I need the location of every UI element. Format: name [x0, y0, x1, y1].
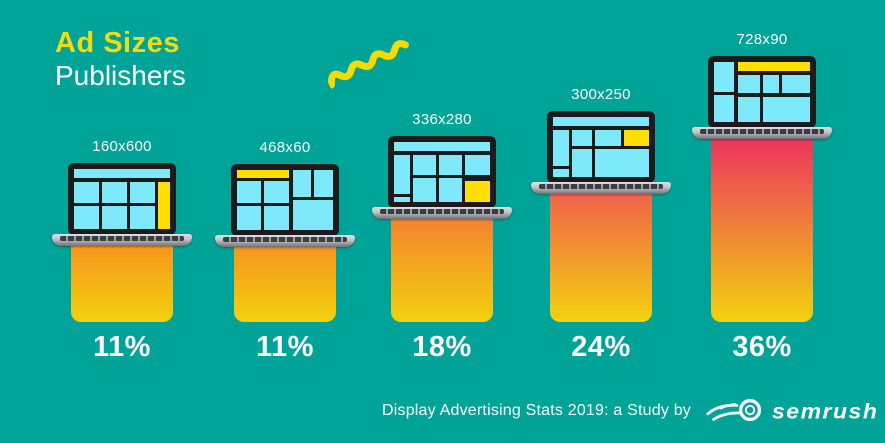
- laptop-screen: [231, 164, 339, 236]
- percent-label: 18%: [412, 331, 472, 363]
- laptop-icon: [52, 163, 192, 246]
- title-block: Ad Sizes Publishers: [55, 27, 186, 92]
- ad-slot-highlight: [158, 182, 170, 229]
- laptop-base: [372, 207, 512, 219]
- ad-size-column: 468x60 11%: [210, 139, 360, 363]
- percentage-bar: [711, 137, 813, 322]
- comet-icon: [706, 399, 762, 422]
- ad-slot-highlight: [465, 181, 490, 202]
- percentage-bar: [234, 245, 336, 322]
- percent-label: 11%: [93, 331, 151, 363]
- ad-slot-highlight: [624, 130, 649, 146]
- ad-size-column: 728x90 36%: [687, 31, 837, 363]
- ad-size-label: 468x60: [259, 139, 311, 156]
- laptop-icon: [692, 56, 832, 139]
- percent-label: 11%: [256, 331, 314, 363]
- laptop-screen: [708, 56, 816, 128]
- percentage-bar: [71, 244, 173, 322]
- laptop-icon: [215, 164, 355, 247]
- percent-label: 24%: [571, 331, 631, 363]
- footer-caption: Display Advertising Stats 2019: a Study …: [382, 402, 692, 419]
- ad-slot-highlight: [237, 170, 289, 178]
- page-title: Ad Sizes: [55, 27, 180, 59]
- percentage-bar: [391, 217, 493, 322]
- laptop-screen: [547, 111, 655, 183]
- ad-size-column: 336x280 18%: [367, 111, 517, 363]
- laptop-screen: [68, 163, 176, 235]
- brand-text: semrush: [772, 398, 879, 423]
- laptop-base: [531, 182, 671, 194]
- laptop-base: [52, 234, 192, 246]
- laptop-icon: [372, 136, 512, 219]
- ad-size-column: 300x250 24%: [526, 86, 676, 363]
- laptop-base: [215, 235, 355, 247]
- ad-size-label: 336x280: [412, 111, 472, 128]
- percentage-bar: [550, 192, 652, 322]
- laptop-icon: [531, 111, 671, 194]
- ad-size-column: 160x600 11%: [47, 138, 197, 363]
- footer: Display Advertising Stats 2019: a Study …: [382, 394, 878, 428]
- ad-slot-highlight: [738, 62, 810, 71]
- ad-size-label: 160x600: [92, 138, 152, 155]
- laptop-screen: [388, 136, 496, 208]
- percent-label: 36%: [732, 331, 792, 363]
- laptop-base: [692, 127, 832, 139]
- page-subtitle: Publishers: [55, 59, 186, 91]
- squiggle-decoration-icon: [327, 40, 409, 89]
- ad-size-label: 300x250: [571, 86, 631, 103]
- semrush-logo: semrush: [706, 394, 878, 428]
- ad-size-label: 728x90: [736, 31, 788, 48]
